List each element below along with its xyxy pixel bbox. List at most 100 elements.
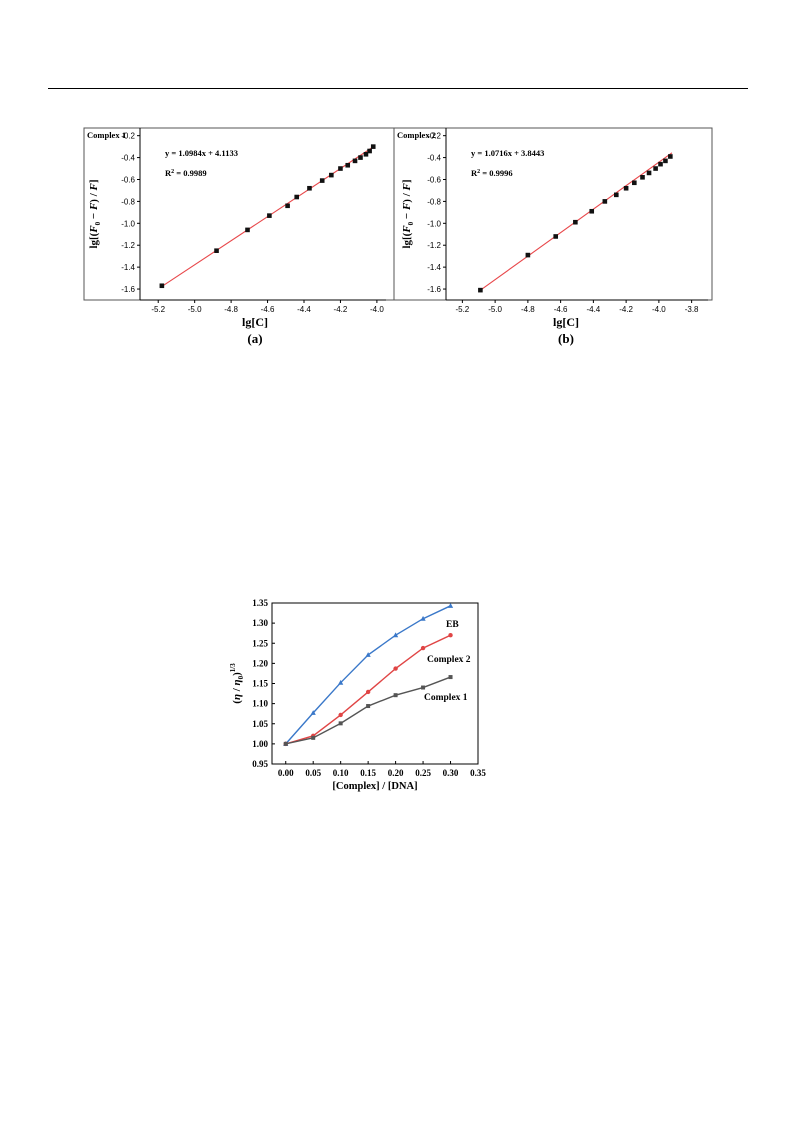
series-label: Complex 2 — [427, 655, 471, 665]
y-label-sub: 0 — [237, 675, 245, 679]
series-line — [285, 676, 451, 745]
y-tick-label: 1.00 — [252, 739, 268, 749]
y-label-eta: η — [231, 694, 243, 700]
data-point — [307, 185, 312, 191]
y-axis-label: (η / η0)1/3 — [229, 663, 245, 704]
y-tick-label: 1.30 — [252, 618, 268, 628]
header-rule — [48, 88, 748, 89]
x-tick-label: 0.20 — [388, 768, 404, 778]
y-label-f0: F — [401, 225, 413, 234]
r2-label: R — [165, 168, 172, 178]
y-tick-label: -1.2 — [427, 241, 441, 250]
data-point — [632, 180, 637, 186]
data-point — [658, 161, 663, 167]
series-point — [393, 632, 399, 638]
series-point — [420, 615, 426, 621]
series-point — [338, 679, 344, 685]
series-label: EB — [446, 620, 459, 630]
series-line — [285, 605, 451, 745]
fit-panel-b: -5.2 -5.0 -4.8 -4.6 -4.4 -4.2 -4.0 -3.8 -1.6 -1.4… — [393, 127, 713, 346]
r2-label: R — [471, 168, 478, 178]
data-point — [370, 144, 376, 149]
panel-label: (b) — [558, 331, 574, 346]
x-tick-label: -5.2 — [151, 305, 165, 314]
x-tick-label: 0.10 — [333, 768, 349, 778]
x-tick-label: -4.6 — [554, 305, 568, 314]
series-point — [366, 704, 371, 709]
series-point — [338, 712, 343, 718]
x-tick-label: -4.2 — [334, 305, 348, 314]
y-label-sub: 0 — [94, 221, 102, 225]
y-label-sep: / — [231, 685, 243, 694]
y-tick-label: -1.0 — [121, 219, 135, 228]
data-point — [553, 234, 559, 239]
x-axis-label: lg[C] — [553, 315, 579, 329]
x-tick-label: -4.8 — [224, 305, 238, 314]
y-tick-label: 1.05 — [252, 719, 268, 729]
series-point — [393, 666, 398, 671]
data-point — [363, 151, 369, 157]
y-tick-label: 1.20 — [252, 658, 268, 668]
y-axis-label: lg[(F0 − F) / F] — [88, 179, 102, 248]
data-point — [329, 172, 334, 178]
y-tick-label: -0.6 — [121, 175, 135, 184]
r2-value: = 0.9996 — [480, 168, 512, 178]
series-point — [421, 685, 426, 690]
y-tick-label: -0.6 — [427, 175, 441, 184]
data-point — [319, 178, 325, 183]
x-tick-label: -4.0 — [652, 305, 666, 314]
data-point — [285, 203, 290, 209]
series-point — [338, 721, 343, 726]
data-point — [602, 199, 608, 204]
y-tick-label: -1.6 — [121, 285, 135, 294]
y-tick-label: -1.0 — [427, 219, 441, 228]
y-axis-label: lg[(F0 − F) / F] — [401, 179, 415, 248]
y-tick-label: -0.2 — [427, 132, 441, 141]
fit-equation: y = 1.0984x + 4.1133 — [165, 148, 238, 158]
series-point — [393, 693, 398, 698]
y-tick-label: -0.4 — [427, 154, 441, 163]
data-point — [589, 208, 595, 214]
x-tick-label: -4.0 — [370, 305, 384, 314]
x-tick-label: 0.25 — [415, 768, 431, 778]
y-tick-label: -0.2 — [121, 132, 135, 141]
y-label-sup: 1/3 — [229, 663, 237, 672]
y-label-part: lg[( — [88, 232, 100, 248]
x-tick-label: -4.8 — [521, 305, 535, 314]
y-tick-label: 1.15 — [252, 679, 268, 689]
y-label-part: lg[( — [401, 232, 413, 248]
y-tick-label: -1.4 — [121, 263, 135, 272]
data-point — [358, 155, 363, 160]
y-label-f2: F — [401, 182, 413, 191]
data-point — [352, 158, 358, 164]
series-point — [448, 675, 453, 680]
x-tick-label: -5.0 — [488, 305, 502, 314]
series-point — [365, 689, 371, 695]
y-label-eta0: η — [231, 679, 243, 685]
x-tick-label: 0.00 — [278, 768, 294, 778]
series-point — [310, 710, 316, 715]
series-point — [420, 645, 426, 651]
x-tick-label: -5.2 — [455, 305, 469, 314]
data-point — [614, 192, 619, 198]
x-tick-label: -4.6 — [261, 305, 275, 314]
annotation-title: Complex 2 — [397, 130, 436, 140]
x-tick-label: -4.4 — [586, 305, 600, 314]
panel-frame — [393, 127, 713, 301]
series-point — [365, 652, 371, 657]
annotation-title: Complex 1 — [87, 130, 126, 140]
y-tick-label: 1.35 — [252, 598, 268, 608]
y-label-f2: F — [88, 182, 100, 191]
y-tick-label: -0.8 — [121, 197, 135, 206]
series-point — [311, 735, 316, 740]
y-tick-label: -1.4 — [427, 263, 441, 272]
x-tick-label: 0.30 — [443, 768, 459, 778]
r2-value: = 0.9989 — [174, 168, 206, 178]
data-point — [345, 162, 351, 168]
r2-superscript: 2 — [171, 169, 174, 175]
series-point — [447, 603, 454, 608]
data-point — [663, 158, 668, 164]
x-tick-label: 0.35 — [470, 768, 486, 778]
y-label-minus: − — [88, 210, 100, 222]
